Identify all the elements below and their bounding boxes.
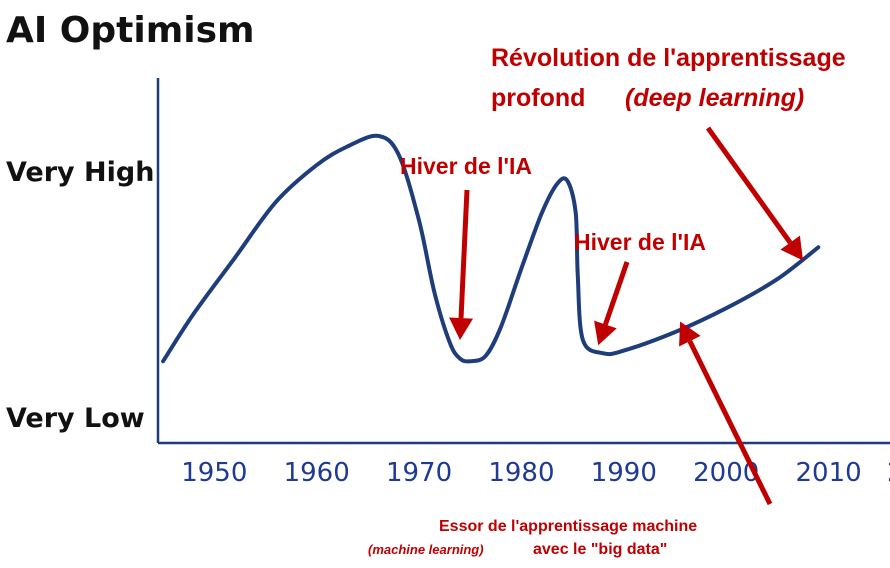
arrow-essor-head xyxy=(679,321,701,347)
y-tick-label-very-high: Very High xyxy=(6,157,154,188)
x-tick-label-1950: 1950 xyxy=(181,458,247,488)
arrow-essor-shaft xyxy=(687,340,773,506)
x-tick-label-1980: 1980 xyxy=(488,458,554,488)
x-tick-label-1960: 1960 xyxy=(284,458,350,488)
annotation-essor-line2b: avec le "big data" xyxy=(533,541,667,558)
series-line xyxy=(161,133,821,364)
annotation-winter-2: Hiver de l'IA xyxy=(574,229,706,255)
arrow-revolution-head xyxy=(780,235,803,261)
annotation-essor-line1: Essor de l'apprentissage machine xyxy=(439,518,697,535)
x-tick-labels: 195019601970198019902000201020 xyxy=(181,458,890,488)
annotation-revolution-line1: Révolution de l'apprentissage xyxy=(491,44,846,72)
arrow-winter-2-head xyxy=(594,320,617,346)
x-tick-label-2010: 2010 xyxy=(795,458,861,488)
arrow-winter-1-shaft xyxy=(458,189,470,319)
arrow-winter-2-shaft xyxy=(603,261,630,326)
arrow-revolution-shaft xyxy=(705,126,793,245)
annotation-winter-1: Hiver de l'IA xyxy=(400,153,532,179)
x-tick-label-1990: 1990 xyxy=(591,458,657,488)
x-tick-label-20: 20 xyxy=(887,458,890,488)
annotation-arrows xyxy=(449,126,803,506)
annotation-essor-line2a: (machine learning) xyxy=(368,542,484,557)
chart-title: AI Optimism xyxy=(6,10,255,51)
x-tick-label-1970: 1970 xyxy=(386,458,452,488)
arrow-winter-1-head xyxy=(449,317,474,340)
annotation-revolution-line2b: (deep learning) xyxy=(625,84,804,112)
annotation-revolution-line2a: profond xyxy=(491,84,585,112)
y-tick-label-very-low: Very Low xyxy=(6,403,145,434)
